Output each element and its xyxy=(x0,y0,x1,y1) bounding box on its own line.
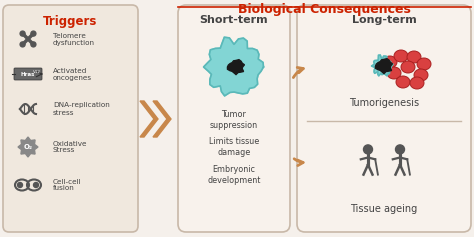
Circle shape xyxy=(18,182,22,187)
Circle shape xyxy=(395,145,404,154)
Ellipse shape xyxy=(417,58,431,70)
Polygon shape xyxy=(203,37,264,96)
Text: Tumor
suppression: Tumor suppression xyxy=(210,110,258,130)
FancyBboxPatch shape xyxy=(3,5,138,232)
FancyBboxPatch shape xyxy=(178,5,290,232)
Polygon shape xyxy=(153,101,171,137)
Circle shape xyxy=(34,182,38,187)
Text: Hras: Hras xyxy=(21,72,35,77)
Text: Activated
oncogenes: Activated oncogenes xyxy=(53,68,92,81)
Circle shape xyxy=(31,42,36,47)
Text: Limits tissue
damage: Limits tissue damage xyxy=(209,137,259,157)
Circle shape xyxy=(20,31,25,36)
Text: Long-term: Long-term xyxy=(352,15,416,25)
Ellipse shape xyxy=(401,61,415,73)
Text: Tumorigenesis: Tumorigenesis xyxy=(349,97,419,108)
Polygon shape xyxy=(228,60,245,75)
Polygon shape xyxy=(375,59,392,73)
Ellipse shape xyxy=(414,69,428,81)
Text: Triggers: Triggers xyxy=(43,15,98,28)
Text: Short-term: Short-term xyxy=(200,15,268,25)
Ellipse shape xyxy=(396,76,410,88)
Text: Tissue ageing: Tissue ageing xyxy=(350,204,418,214)
FancyBboxPatch shape xyxy=(14,68,42,80)
Text: Oxidative
Stress: Oxidative Stress xyxy=(53,141,88,154)
Ellipse shape xyxy=(410,77,424,89)
Polygon shape xyxy=(140,101,158,137)
Ellipse shape xyxy=(387,67,401,79)
Text: DNA-replication
stress: DNA-replication stress xyxy=(53,102,110,115)
Text: Biological Consequences: Biological Consequences xyxy=(238,3,411,16)
Text: V12: V12 xyxy=(33,70,41,74)
Ellipse shape xyxy=(383,56,397,68)
Circle shape xyxy=(20,42,25,47)
Ellipse shape xyxy=(394,50,408,62)
Polygon shape xyxy=(372,55,393,76)
Text: O₂: O₂ xyxy=(23,144,33,150)
Text: Cell-cell
fusion: Cell-cell fusion xyxy=(53,178,82,191)
FancyBboxPatch shape xyxy=(297,5,471,232)
Text: Telomere
dysfunction: Telomere dysfunction xyxy=(53,32,95,46)
Circle shape xyxy=(31,31,36,36)
Circle shape xyxy=(364,145,373,154)
Polygon shape xyxy=(18,137,38,157)
Ellipse shape xyxy=(407,51,421,63)
Text: Embryonic
development: Embryonic development xyxy=(207,165,261,185)
